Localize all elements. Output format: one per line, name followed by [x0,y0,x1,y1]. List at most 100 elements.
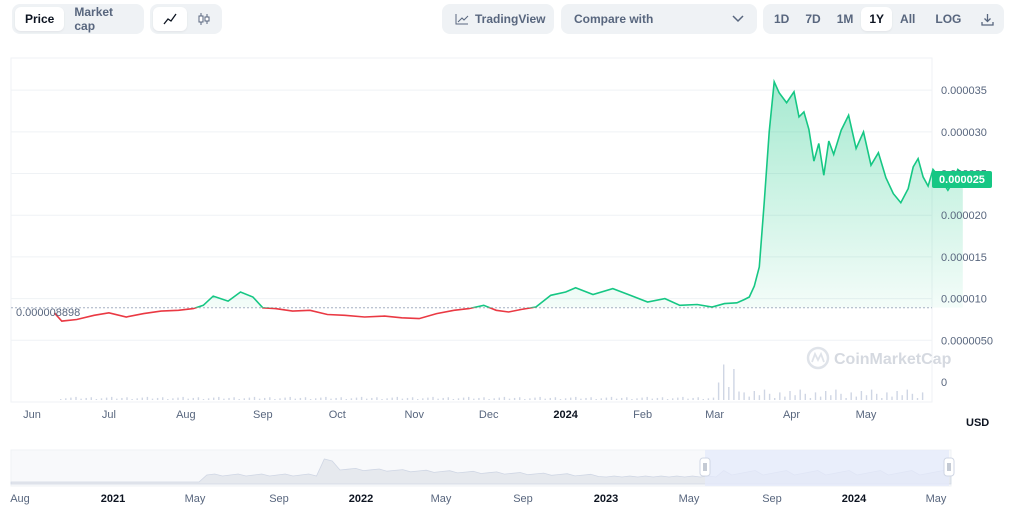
volume-bar [529,398,531,400]
volume-bar [437,398,439,400]
range-all[interactable]: All [900,12,916,26]
volume-bar [886,392,888,400]
line-chart-button[interactable] [153,7,187,31]
volume-bar [768,393,771,400]
volume-bar [794,395,796,400]
volume-bar [733,369,735,400]
volume-bar [728,387,730,400]
volume-bar [396,396,398,400]
volume-bar [580,398,582,400]
volume-bar [279,398,281,400]
volume-bar [478,397,480,400]
range-1y[interactable]: 1Y [861,7,893,31]
volume-bar [901,395,903,400]
volume-bar [891,396,893,400]
volume-bar [473,398,475,400]
x-tick-label: Mar [705,409,724,421]
volume-bar [422,398,424,400]
volume-bar [585,397,587,400]
volume-bar [75,396,77,400]
tab-market-cap[interactable]: Market cap [74,5,114,33]
price-marketcap-toggle: Price Market cap [12,4,144,34]
tradingview-button[interactable]: TradingView [442,4,554,34]
volume-bar [248,397,251,400]
navigator-left-handle[interactable] [699,457,711,477]
currency-label: USD [966,417,990,429]
volume-bar [636,398,638,400]
x-tick-label: Nov [404,409,424,421]
tab-price[interactable]: Price [15,7,65,31]
log-scale-button[interactable]: LOG [935,12,962,26]
volume-bar [345,399,347,400]
x-tick-label: Jul [102,409,116,421]
price-line-up [193,78,964,308]
volume-bar [371,397,373,400]
volume-bar [595,399,597,400]
candlestick-button[interactable] [187,7,221,31]
volume-bar [162,397,164,400]
navigator-tick-label: May [679,493,700,505]
volume-bar [355,397,358,400]
volume-bar [90,397,92,400]
tradingview-button-inner: TradingView [445,7,555,31]
download-icon [981,13,995,26]
volume-bar [340,397,342,400]
volume-bar [111,396,113,400]
volume-bar [743,392,745,400]
volume-bar [779,392,781,400]
volume-bar [835,389,837,400]
volume-bar [503,396,506,400]
volume-bar [493,398,495,400]
chart-type-toggle [150,4,222,34]
volume-bar [131,399,133,400]
x-tick-label: Feb [633,409,652,421]
x-axis: Jun Jul Aug Sep Oct Nov Dec 2024 Feb Mar Apr May [23,409,877,421]
volume-bar [626,397,628,400]
volume-bar [417,399,419,400]
range-1d[interactable]: 1D [774,12,790,26]
range-7d[interactable]: 7D [805,12,821,26]
volume-bar [141,397,143,400]
volume-bar [697,397,699,400]
volume-bar [70,397,72,400]
volume-bar [590,397,592,400]
volume-bar [666,399,669,400]
x-tick-label: May [856,409,877,421]
navigator-tick-label: 2022 [349,493,373,505]
volume-bar [712,397,715,400]
volume-bar [411,397,414,400]
volume-bar [717,382,720,400]
volume-bar [406,397,409,400]
navigator-right-handle[interactable] [943,457,955,477]
x-tick-label: Apr [783,409,800,421]
navigator-tick-label: 2021 [101,493,125,505]
volume-bar [218,396,220,400]
volume-bar [631,399,633,400]
current-price-badge: 0.000025 [932,171,992,188]
volume-bar [207,398,210,400]
volume-bar [774,398,776,400]
volume-bar [233,397,235,400]
tradingview-label: TradingView [475,12,546,26]
compare-with-select[interactable]: Compare with [561,4,757,34]
volume-bar [738,391,740,400]
time-navigator[interactable] [10,449,955,487]
volume-bar [274,399,276,400]
navigator-selection[interactable] [705,450,949,486]
volume-bar [468,396,470,400]
volume-bar [427,397,429,400]
range-1m[interactable]: 1M [836,12,854,26]
volume-bar [483,397,485,400]
volume-bar [325,396,327,400]
volume-bar [610,396,613,400]
volume-bar [65,398,67,400]
volume-bar [156,397,159,400]
volume-bar [498,397,500,400]
volume-bar [116,398,118,400]
volume-bar [544,398,546,400]
download-button[interactable] [973,7,1002,31]
volume-bar [524,399,526,400]
volume-bar [646,396,648,400]
navigator-tick-label: Sep [513,493,533,505]
